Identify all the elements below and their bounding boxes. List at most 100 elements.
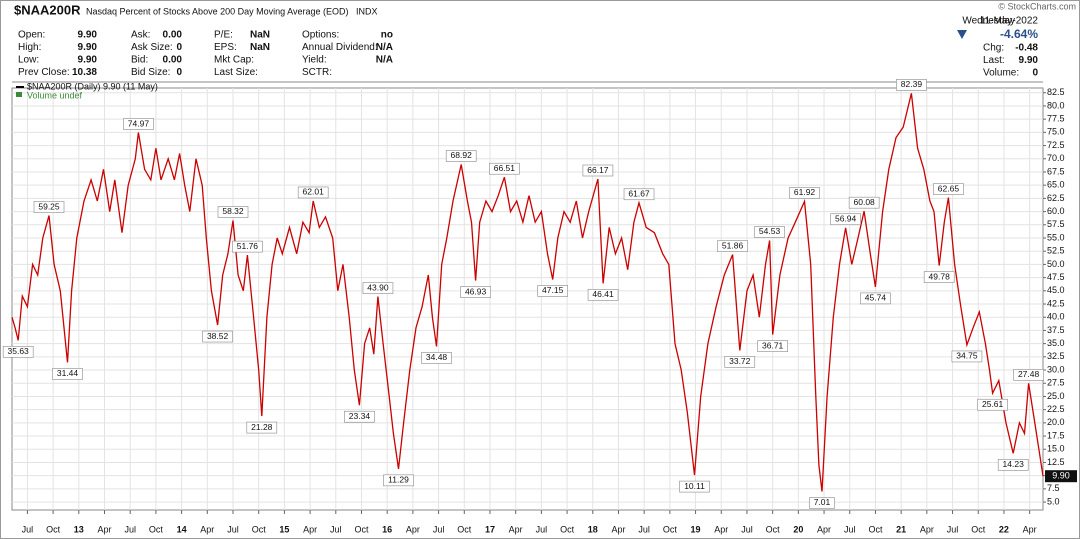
value-label: 47.15 <box>542 285 564 295</box>
last-value-label: 9.90 <box>1052 471 1070 481</box>
value-label-box <box>789 187 820 199</box>
value-label-box <box>848 196 880 209</box>
y-tick-label: 30.0 <box>1047 364 1065 374</box>
value-label-box <box>717 240 748 252</box>
quote-value: NaN <box>250 42 270 53</box>
y-tick-label: 70.0 <box>1047 153 1065 163</box>
quote-label: P/E: <box>214 30 233 41</box>
value-label: 82.39 <box>901 79 923 89</box>
value-label: 31.44 <box>57 368 79 378</box>
value-label-box <box>623 188 655 201</box>
value-label-box <box>344 410 375 423</box>
x-tick-label: Apr <box>406 524 420 534</box>
quote-label: Bid: <box>131 55 148 66</box>
y-tick-label: 72.5 <box>1047 140 1065 150</box>
y-tick-label: 47.5 <box>1047 272 1065 282</box>
x-tick-label: Jul <box>124 524 136 534</box>
value-label-box <box>123 118 154 130</box>
value-label-box <box>362 282 394 294</box>
y-tick-label: 45.0 <box>1047 285 1065 295</box>
value-label: 61.67 <box>628 189 650 199</box>
value-label-box <box>217 206 249 218</box>
quote-label: Chg: <box>983 43 1004 54</box>
value-label-box <box>951 350 983 363</box>
value-label-box <box>754 226 785 238</box>
date: 11-May-2022 <box>980 16 1039 27</box>
y-tick-label: 22.5 <box>1047 404 1065 414</box>
value-label-box <box>1013 369 1044 381</box>
x-tick-label: Jul <box>844 524 856 534</box>
quote-value: 0 <box>1032 68 1038 79</box>
value-label: 14.23 <box>1003 459 1025 469</box>
value-label-box <box>232 240 263 253</box>
x-tick-label: 20 <box>793 524 803 534</box>
value-label-box <box>587 289 619 301</box>
x-tick-label: Apr <box>611 524 625 534</box>
value-label-box <box>383 474 414 487</box>
value-label-box <box>679 480 710 493</box>
value-label: 21.28 <box>251 422 273 432</box>
x-tick-label: Oct <box>46 524 61 534</box>
quote-label: Ask: <box>131 30 150 41</box>
y-tick-label: 60.0 <box>1047 206 1065 216</box>
y-tick-label: 75.0 <box>1047 127 1065 137</box>
value-label-box <box>421 352 452 364</box>
x-tick-label: 21 <box>896 524 906 534</box>
value-label-box <box>202 330 233 343</box>
y-tick-label: 35.0 <box>1047 338 1065 348</box>
x-tick-label: Apr <box>98 524 112 534</box>
y-tick-label: 32.5 <box>1047 351 1065 361</box>
x-tick-label: Jul <box>536 524 548 534</box>
value-label: 74.97 <box>128 118 150 128</box>
value-label: 61.92 <box>794 187 816 197</box>
last-value-box <box>1045 470 1077 483</box>
value-label: 27.48 <box>1018 369 1040 379</box>
value-label: 46.41 <box>592 289 614 299</box>
value-label: 33.72 <box>729 356 751 366</box>
value-label-box <box>445 150 477 162</box>
value-label: 25.61 <box>982 399 1004 409</box>
x-tick-label: Oct <box>457 524 472 534</box>
quote-value: N/A <box>376 42 393 53</box>
y-tick-label: 67.5 <box>1047 166 1065 176</box>
value-label-box <box>582 164 614 177</box>
quote-label: Mkt Cap: <box>214 55 254 66</box>
x-tick-label: Apr <box>920 524 934 534</box>
x-tick-label: 22 <box>999 524 1009 534</box>
quote-label: Last Size: <box>214 67 258 78</box>
quote-value: no <box>381 30 393 41</box>
value-label: 66.51 <box>494 163 516 173</box>
quote-label: High: <box>18 42 41 53</box>
quote-label: SCTR: <box>302 67 332 78</box>
exchange: INDX <box>356 6 378 16</box>
quote-value: 10.38 <box>72 67 97 78</box>
value-label: 35.63 <box>8 346 30 356</box>
y-tick-label: 37.5 <box>1047 325 1065 335</box>
quote-value: 0.00 <box>163 55 183 66</box>
value-label-box <box>297 186 329 199</box>
value-label-box <box>2 346 34 358</box>
quote-value: -0.48 <box>1015 43 1038 54</box>
y-tick-label: 62.5 <box>1047 193 1065 203</box>
value-label: 7.01 <box>814 497 831 507</box>
quote-value: 9.90 <box>78 55 98 66</box>
y-tick-label: 57.5 <box>1047 219 1065 229</box>
symbol: $NAA200R <box>14 2 81 17</box>
value-label: 43.90 <box>367 282 389 292</box>
x-tick-label: Apr <box>1023 524 1037 534</box>
x-tick-label: Oct <box>971 524 986 534</box>
quote-label: Last: <box>983 55 1005 66</box>
value-label-box <box>33 201 65 213</box>
value-label: 45.74 <box>865 293 887 303</box>
quote-value: 0 <box>176 42 182 53</box>
value-label-box <box>896 79 927 91</box>
x-tick-label: Oct <box>663 524 678 534</box>
description: Nasdaq Percent of Stocks Above 200 Day M… <box>86 6 348 16</box>
x-tick-label: 13 <box>74 524 84 534</box>
value-label-box <box>977 398 1008 411</box>
legend-entry: $NAA200R (Daily) 9.90 (11 May) <box>27 81 158 91</box>
value-label: 51.76 <box>237 241 259 251</box>
value-label-box <box>809 497 835 509</box>
x-tick-label: Apr <box>200 524 214 534</box>
quote-label: Yield: <box>302 55 327 66</box>
